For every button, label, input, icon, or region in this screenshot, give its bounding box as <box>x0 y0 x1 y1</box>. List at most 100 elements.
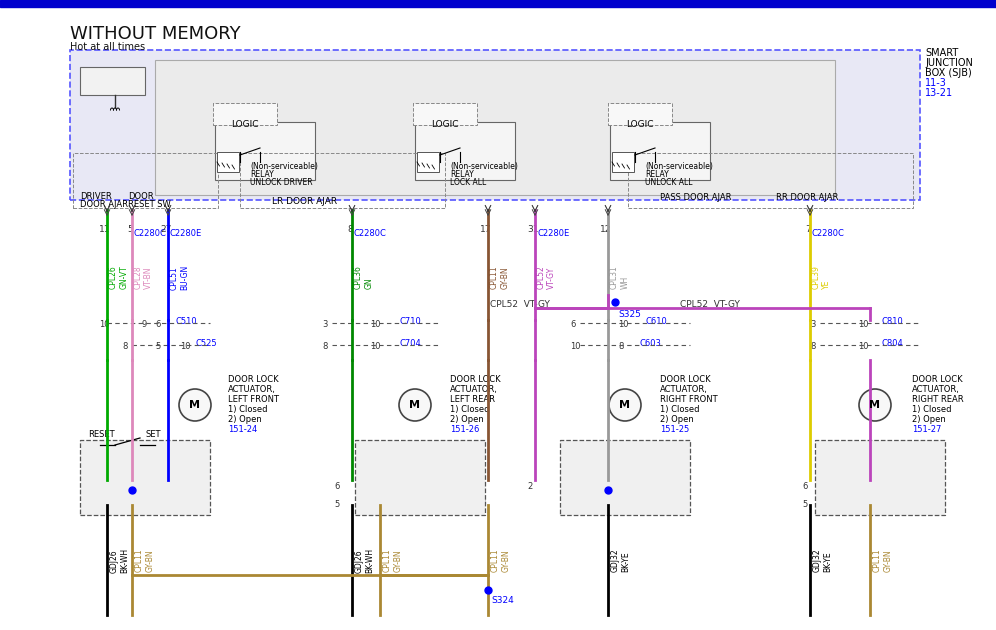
Text: WITHOUT MEMORY: WITHOUT MEMORY <box>70 25 241 43</box>
Text: 2: 2 <box>818 453 824 462</box>
Text: 1: 1 <box>680 453 686 462</box>
Text: LEFT REAR: LEFT REAR <box>450 395 495 404</box>
Text: 7: 7 <box>480 500 485 509</box>
Text: UNLOCK ALL: UNLOCK ALL <box>645 178 692 187</box>
Bar <box>413 103 477 125</box>
Text: 10: 10 <box>570 342 581 351</box>
Text: GDJ32
BK-YE: GDJ32 BK-YE <box>611 548 630 572</box>
Text: 10: 10 <box>370 320 380 329</box>
Bar <box>217 152 239 172</box>
Text: 34: 34 <box>102 500 113 509</box>
Text: DRIVER: DRIVER <box>80 192 112 201</box>
Text: CPL11
GY-BN: CPL11 GY-BN <box>873 548 892 572</box>
Text: C603: C603 <box>611 479 632 488</box>
Text: RELAY: RELAY <box>645 170 668 179</box>
Text: SET: SET <box>145 430 160 439</box>
Text: 10: 10 <box>858 342 869 351</box>
Text: 12: 12 <box>357 500 368 509</box>
Text: C510: C510 <box>175 317 196 326</box>
Text: M: M <box>189 400 200 410</box>
Text: M: M <box>620 400 630 410</box>
Text: 2) Open: 2) Open <box>450 415 484 424</box>
Text: 6: 6 <box>570 320 576 329</box>
Text: BOX (SJB): BOX (SJB) <box>925 68 972 78</box>
Text: C2280C: C2280C <box>134 229 167 238</box>
Text: F16  15A: F16 15A <box>85 70 128 80</box>
Text: C2280E: C2280E <box>537 229 570 238</box>
Text: 1: 1 <box>935 453 941 462</box>
Text: LEFT FRONT: LEFT FRONT <box>228 395 279 404</box>
Text: GDJ26
BK-WH: GDJ26 BK-WH <box>110 547 129 573</box>
Text: C810: C810 <box>872 497 893 506</box>
Text: 1: 1 <box>475 453 481 462</box>
Text: C704: C704 <box>400 339 421 348</box>
Text: 8: 8 <box>122 342 127 351</box>
Text: ACTUATOR,: ACTUATOR, <box>912 385 960 394</box>
Text: 2) Open: 2) Open <box>660 415 694 424</box>
Text: 10: 10 <box>618 320 628 329</box>
Bar <box>612 152 634 172</box>
Text: CPL26
GN-VT: CPL26 GN-VT <box>109 266 128 289</box>
Text: 10: 10 <box>99 320 110 329</box>
Text: CPL36
GN: CPL36 GN <box>354 266 374 289</box>
Text: C810: C810 <box>882 317 903 326</box>
Bar <box>80 67 145 95</box>
Text: RIGHT REAR: RIGHT REAR <box>912 395 963 404</box>
Text: LOGIC: LOGIC <box>431 120 459 129</box>
Bar <box>355 440 485 515</box>
Text: LOGIC: LOGIC <box>231 120 259 129</box>
Text: 12: 12 <box>601 225 612 234</box>
Text: PASS DOOR AJAR: PASS DOOR AJAR <box>660 193 731 202</box>
Circle shape <box>859 389 891 421</box>
Text: 5: 5 <box>802 500 807 509</box>
Text: CPL52
VT-GY: CPL52 VT-GY <box>537 266 557 289</box>
Text: DOOR LOCK: DOOR LOCK <box>228 375 279 384</box>
Text: 7: 7 <box>170 500 175 509</box>
Text: 151-24: 151-24 <box>228 425 257 434</box>
Text: 5: 5 <box>155 342 160 351</box>
Text: 5: 5 <box>334 500 340 509</box>
Text: 13-21: 13-21 <box>925 88 953 98</box>
Text: DOOR LOCK: DOOR LOCK <box>450 375 501 384</box>
Text: 8: 8 <box>618 342 623 351</box>
Text: S601: S601 <box>611 496 634 505</box>
Text: 151-25: 151-25 <box>660 425 689 434</box>
Text: RELAY: RELAY <box>250 170 274 179</box>
Text: CPL28
VT-BN: CPL28 VT-BN <box>134 266 153 289</box>
Text: 2: 2 <box>358 453 364 462</box>
Bar <box>628 153 913 208</box>
Text: C804: C804 <box>882 339 903 348</box>
Text: 6: 6 <box>600 482 606 491</box>
Text: 6: 6 <box>802 482 808 491</box>
Text: 8: 8 <box>322 342 328 351</box>
Bar <box>608 103 672 125</box>
Text: JUNCTION: JUNCTION <box>925 58 973 68</box>
Text: RIGHT FRONT: RIGHT FRONT <box>660 395 718 404</box>
Bar <box>610 122 710 180</box>
Text: 11: 11 <box>100 225 111 234</box>
Text: RESET: RESET <box>88 430 115 439</box>
Text: RESET SW: RESET SW <box>128 200 170 209</box>
Text: DOOR LOCK: DOOR LOCK <box>660 375 710 384</box>
Text: C510: C510 <box>178 497 199 506</box>
Bar <box>240 153 445 208</box>
Bar <box>80 440 210 515</box>
Text: C610: C610 <box>645 317 666 326</box>
Text: 11-3: 11-3 <box>925 78 947 88</box>
Text: S500: S500 <box>135 496 158 505</box>
Text: CPL11
GY-BN: CPL11 GY-BN <box>490 266 509 289</box>
Text: C804: C804 <box>872 479 893 488</box>
Text: 7: 7 <box>805 225 811 234</box>
Text: 2: 2 <box>88 455 94 464</box>
Text: RR DOOR AJAR: RR DOOR AJAR <box>776 193 839 202</box>
Text: GDJ26
BK-WH: GDJ26 BK-WH <box>355 547 374 573</box>
Text: 8: 8 <box>810 342 816 351</box>
Text: LOGIC: LOGIC <box>626 120 653 129</box>
Text: ACTUATOR,: ACTUATOR, <box>228 385 276 394</box>
Text: (Non-serviceable): (Non-serviceable) <box>250 162 318 171</box>
Text: 13-10: 13-10 <box>85 80 121 90</box>
Text: C710: C710 <box>370 497 391 506</box>
Text: CPL51
BU-GN: CPL51 BU-GN <box>170 265 189 290</box>
Text: 17: 17 <box>480 225 492 234</box>
Text: 2: 2 <box>357 482 363 491</box>
